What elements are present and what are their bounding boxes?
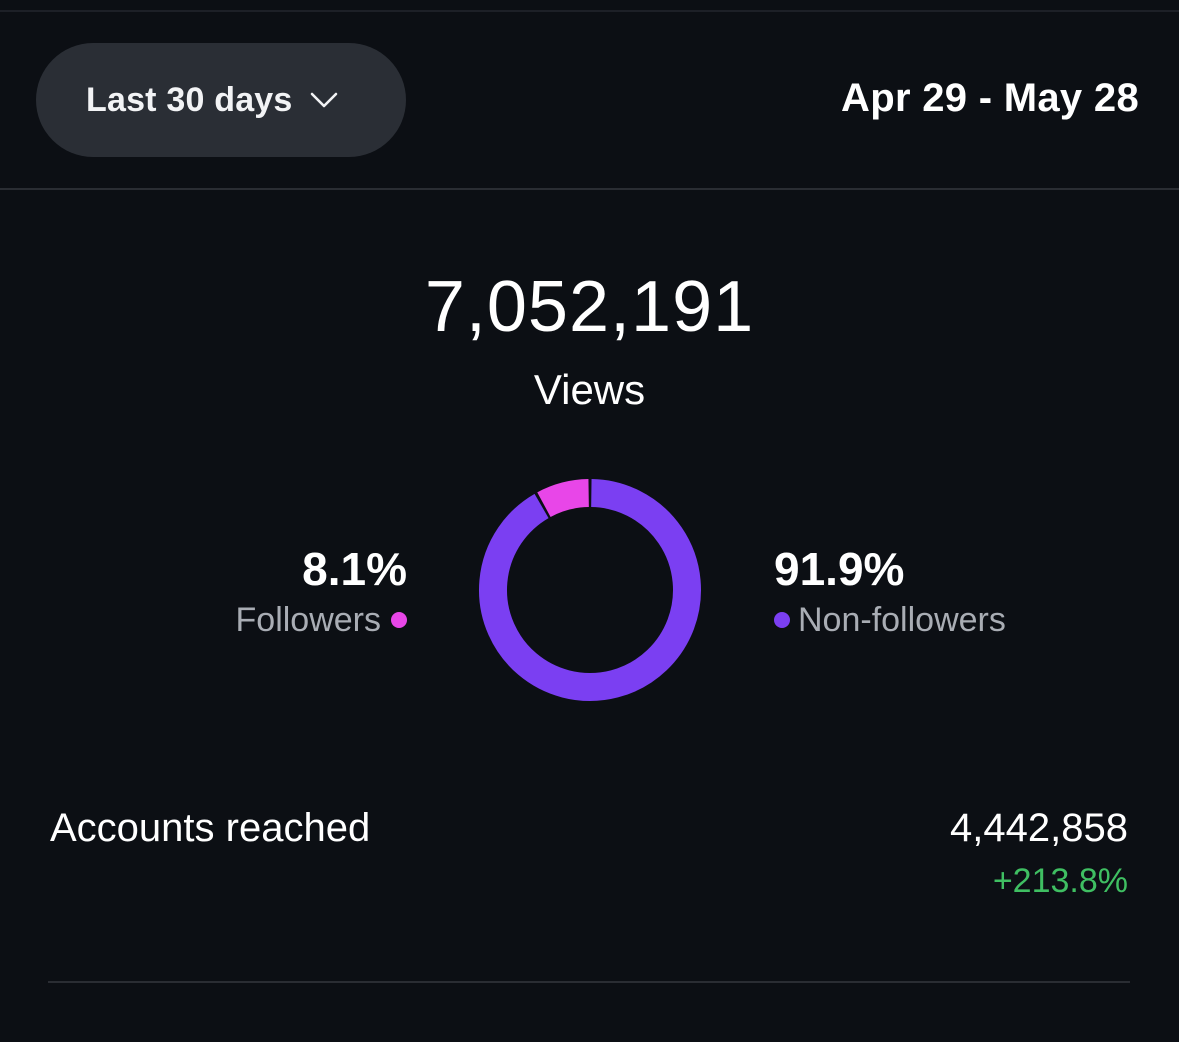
views-donut-chart bbox=[479, 479, 701, 701]
section-divider bbox=[48, 981, 1130, 983]
date-range-selector[interactable]: Last 30 days bbox=[36, 43, 406, 157]
followers-legend-dot-icon bbox=[391, 612, 407, 628]
top-border bbox=[0, 10, 1179, 12]
donut-segment-non-followers bbox=[479, 479, 701, 701]
non-followers-legend-dot-icon bbox=[774, 612, 790, 628]
insights-header: Last 30 days Apr 29 - May 28 bbox=[0, 0, 1179, 188]
date-range-selector-label: Last 30 days bbox=[86, 80, 293, 119]
followers-stat: 8.1% Followers bbox=[236, 542, 407, 640]
followers-legend: Followers bbox=[236, 600, 407, 640]
accounts-reached-change: +213.8% bbox=[992, 862, 1128, 900]
non-followers-label: Non-followers bbox=[798, 601, 1006, 639]
non-followers-percent: 91.9% bbox=[774, 543, 905, 595]
accounts-reached-label: Accounts reached bbox=[50, 806, 371, 850]
total-views-count: 7,052,191 bbox=[424, 267, 755, 347]
header-divider bbox=[0, 188, 1179, 190]
non-followers-legend: Non-followers bbox=[774, 600, 1006, 640]
chevron-down-icon bbox=[310, 92, 337, 108]
accounts-reached-value: 4,442,858 bbox=[950, 806, 1128, 850]
views-label: Views bbox=[533, 366, 646, 413]
non-followers-stat: 91.9% Non-followers bbox=[774, 542, 1006, 640]
donut-segment-followers bbox=[537, 479, 590, 518]
followers-percent: 8.1% bbox=[302, 543, 407, 595]
followers-label: Followers bbox=[235, 601, 381, 639]
date-range-text: Apr 29 - May 28 bbox=[841, 76, 1139, 120]
